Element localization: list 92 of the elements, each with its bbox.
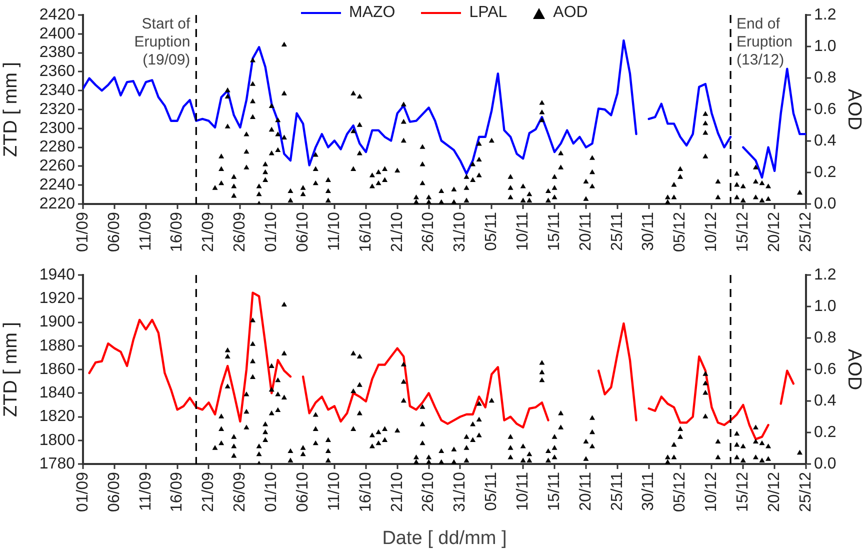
y2-tick-label: 1.0 bbox=[814, 298, 836, 315]
y-tick-label: 1860 bbox=[39, 360, 76, 378]
y2-tick-label: 1.2 bbox=[814, 6, 836, 24]
y2-tick-label: 0.8 bbox=[814, 329, 836, 346]
x-tick-label: 16/10 bbox=[357, 472, 374, 512]
x-tick-label: 30/11 bbox=[640, 212, 658, 251]
y-tick-label: 1800 bbox=[39, 432, 76, 449]
x-tick-label: 10/12 bbox=[703, 212, 720, 252]
y-tick-label: 1900 bbox=[39, 314, 76, 331]
y-tick-label: 2320 bbox=[39, 100, 76, 118]
x-tick-label: 20/12 bbox=[766, 212, 783, 252]
y-tick-label: 2220 bbox=[39, 195, 76, 212]
y2-tick-label: 0.2 bbox=[814, 164, 836, 181]
legend-label: MAZO bbox=[349, 4, 396, 22]
y-tick-label: 1820 bbox=[39, 408, 76, 426]
x-tick-label: 26/09 bbox=[232, 472, 249, 512]
ref-line-label: End of Eruption (13/12) bbox=[736, 16, 792, 69]
y2-tick-label: 0.4 bbox=[814, 392, 836, 410]
y2-axis-title: AOD bbox=[843, 88, 864, 130]
y-tick-label: 1880 bbox=[39, 337, 76, 354]
x-tick-label: 11/10 bbox=[326, 472, 343, 511]
x-tick-label: 20/11 bbox=[577, 472, 594, 511]
x-tick-label: 11/09 bbox=[137, 472, 154, 511]
x-tick-label: 10/12 bbox=[703, 472, 720, 512]
y-tick-label: 2240 bbox=[39, 176, 76, 194]
x-tick-label: 21/09 bbox=[200, 212, 218, 252]
y2-axis-title: AOD bbox=[843, 348, 864, 390]
x-tick-label: 05/11 bbox=[483, 212, 500, 251]
x-tick-label: 21/10 bbox=[388, 212, 406, 252]
legend-label: AOD bbox=[553, 4, 588, 22]
x-tick-label: 26/10 bbox=[420, 472, 438, 512]
x-tick-label: 21/10 bbox=[388, 472, 406, 512]
x-tick-label: 20/12 bbox=[766, 472, 783, 512]
x-tick-label: 01/10 bbox=[263, 212, 280, 252]
y2-tick-label: 0.6 bbox=[814, 360, 836, 378]
y2-tick-label: 0.0 bbox=[814, 455, 836, 472]
x-tick-label: 06/09 bbox=[106, 212, 123, 252]
legend-label: LPAL bbox=[469, 4, 508, 22]
x-tick-label: 16/09 bbox=[168, 472, 186, 512]
x-tick-label: 05/11 bbox=[483, 472, 500, 511]
x-tick-label: 25/11 bbox=[608, 472, 626, 511]
x-tick-label: 11/10 bbox=[326, 212, 343, 251]
x-tick-label: 31/10 bbox=[452, 212, 469, 252]
x-tick-label: 01/10 bbox=[263, 472, 280, 512]
x-axis-title: Date [ dd/mm ] bbox=[382, 528, 507, 549]
x-tick-label: 06/10 bbox=[294, 212, 312, 252]
y-tick-label: 2340 bbox=[39, 82, 76, 100]
y-axis-title: ZTD [ mm ] bbox=[0, 62, 22, 157]
y-tick-label: 2280 bbox=[39, 138, 76, 156]
y-axis-title: ZTD [ mm ] bbox=[0, 322, 22, 417]
y-tick-label: 2400 bbox=[39, 25, 76, 42]
y-tick-label: 2260 bbox=[39, 158, 76, 175]
y2-tick-label: 1.2 bbox=[814, 266, 836, 284]
x-tick-label: 15/12 bbox=[734, 472, 752, 512]
x-tick-label: 25/11 bbox=[608, 212, 626, 251]
y-tick-label: 2420 bbox=[39, 6, 76, 24]
y-tick-label: 1840 bbox=[39, 384, 76, 402]
x-tick-label: 25/12 bbox=[797, 472, 814, 512]
x-tick-label: 05/12 bbox=[672, 212, 689, 252]
x-tick-label: 15/12 bbox=[734, 212, 752, 252]
y-tick-label: 1780 bbox=[39, 455, 76, 472]
x-tick-label: 30/11 bbox=[640, 472, 658, 511]
y2-tick-label: 0.4 bbox=[814, 132, 836, 150]
x-tick-label: 26/09 bbox=[232, 212, 249, 252]
ref-line-label: Start of Eruption (19/09) bbox=[134, 16, 191, 69]
y2-tick-label: 0.8 bbox=[814, 69, 836, 86]
x-tick-label: 05/12 bbox=[672, 472, 689, 512]
x-tick-label: 31/10 bbox=[452, 472, 469, 512]
y-tick-label: 1920 bbox=[39, 290, 76, 308]
x-tick-label: 15/11 bbox=[546, 212, 563, 251]
y-tick-label: 2360 bbox=[39, 63, 76, 80]
x-tick-label: 06/09 bbox=[106, 472, 123, 512]
x-tick-label: 16/10 bbox=[357, 212, 374, 252]
y2-tick-label: 0.6 bbox=[814, 100, 836, 118]
y-tick-label: 1940 bbox=[39, 266, 76, 284]
y2-tick-label: 1.0 bbox=[814, 38, 836, 55]
x-tick-label: 15/11 bbox=[546, 472, 563, 511]
x-tick-label: 01/09 bbox=[74, 472, 92, 512]
y-tick-label: 2380 bbox=[39, 44, 76, 62]
x-tick-label: 10/11 bbox=[514, 212, 532, 251]
x-tick-label: 20/11 bbox=[577, 212, 594, 251]
x-tick-label: 21/09 bbox=[200, 472, 218, 512]
x-tick-label: 01/09 bbox=[74, 212, 92, 252]
y-tick-label: 2300 bbox=[39, 120, 76, 137]
x-tick-label: 26/10 bbox=[420, 212, 438, 252]
x-tick-label: 25/12 bbox=[797, 212, 814, 252]
x-tick-label: 06/10 bbox=[294, 472, 312, 512]
y2-tick-label: 0.2 bbox=[814, 424, 836, 441]
x-tick-label: 10/11 bbox=[514, 472, 532, 511]
x-tick-label: 11/09 bbox=[137, 212, 154, 251]
x-tick-label: 16/09 bbox=[168, 212, 186, 252]
y2-tick-label: 0.0 bbox=[814, 195, 836, 212]
